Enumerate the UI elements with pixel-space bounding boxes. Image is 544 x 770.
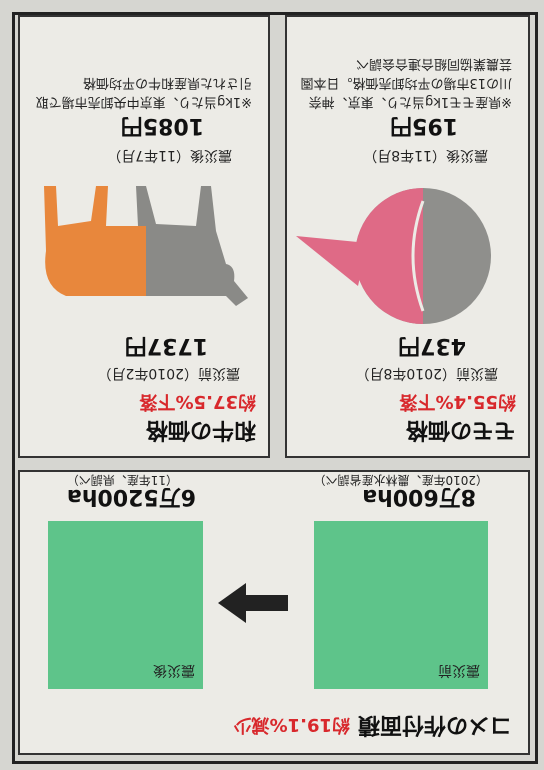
clipping: コメの作付面積 約19.1%減少 震災前 8万600ha （2010年産、農林水… [0, 0, 544, 770]
after-label: 震災後 [153, 661, 195, 681]
after-source: （11年産、県調べ） [67, 472, 178, 489]
change: 約37.5%下落 [140, 390, 256, 416]
beef-panel: 和牛の価格 約37.5%下落 震災前（2010年2月） 1737円 震災後（11… [18, 15, 270, 458]
after-value: 195円 [390, 112, 458, 144]
before-source: （2010年産、農林水産省調べ） [313, 472, 488, 489]
after-label: 震災後（11年7月） [107, 146, 232, 166]
before-value: 1737円 [125, 332, 208, 364]
before-label: 震災前（2010年2月） [97, 364, 240, 384]
change: 約19.1%減少 [234, 713, 350, 739]
after-label: 震災後（11年8月） [363, 146, 488, 166]
change: 約55.4%下落 [400, 390, 516, 416]
title: 和牛の価格 [146, 416, 256, 448]
peach-illustration [293, 181, 508, 331]
page: コメの作付面積 約19.1%減少 震災前 8万600ha （2010年産、農林水… [0, 0, 544, 770]
before-label: 震災前 [438, 661, 480, 681]
arrow [218, 583, 288, 623]
peach-panel: モモの価格 約55.4%下落 震災前（2010年8月） 437円 震災後（11年… [285, 15, 530, 458]
note: ※1kg当たり、東京中央卸売市場で取引された県産和牛の平均価格 [30, 73, 252, 111]
cow-illustration [26, 176, 256, 326]
after-value: 1085円 [121, 112, 204, 144]
before-label: 震災前（2010年8月） [355, 364, 498, 384]
rice-panel: コメの作付面積 約19.1%減少 震災前 8万600ha （2010年産、農林水… [18, 470, 530, 755]
title: コメの作付面積 [358, 711, 512, 743]
before-value: 437円 [398, 332, 466, 364]
note: ※県産モモ1kg当たり、東京、神奈川の13市場の平均卸売価格。日本園芸農業協同組… [297, 54, 512, 111]
title: モモの価格 [406, 416, 516, 448]
